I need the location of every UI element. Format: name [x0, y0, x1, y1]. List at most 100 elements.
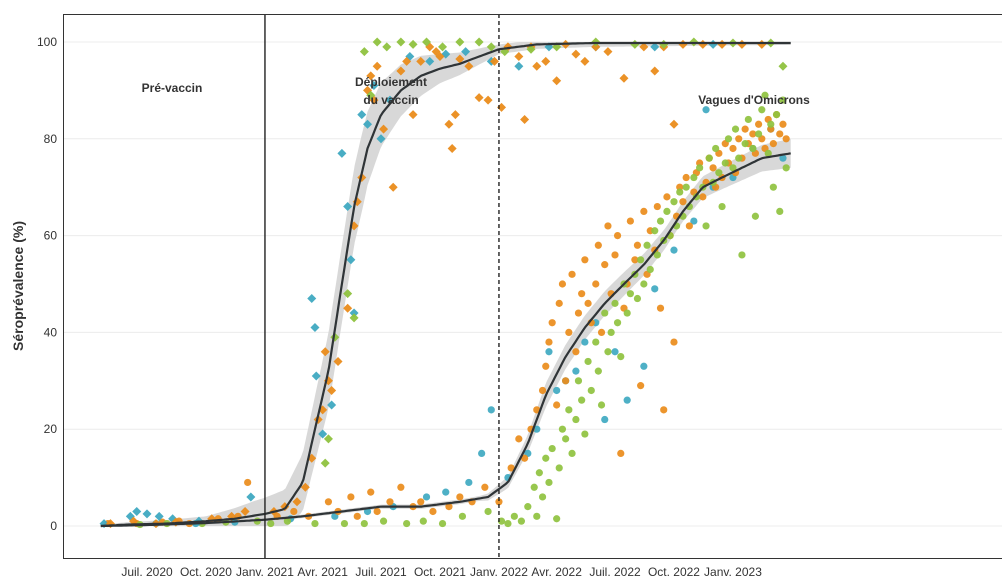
- infection-point-orange: [386, 498, 394, 506]
- infection-point-green: [555, 464, 563, 472]
- infection-point-orange: [604, 222, 612, 230]
- infection-point-orange: [578, 290, 586, 298]
- x-tick-label: Juil. 2022: [589, 565, 641, 578]
- infection-point-teal: [623, 396, 631, 404]
- infection-point-teal: [553, 386, 561, 395]
- infection-point-orange: [584, 299, 592, 307]
- infection-point-orange: [562, 377, 570, 385]
- infection-point-green: [724, 135, 733, 143]
- infection-point-green: [637, 256, 645, 264]
- vaccine-point-orange: [408, 110, 418, 120]
- infection-point-green: [558, 425, 567, 433]
- infection-point-orange: [538, 386, 547, 395]
- phase-dividers: [264, 14, 500, 558]
- infection-point-orange: [495, 498, 503, 506]
- vaccine-point-orange: [388, 182, 398, 192]
- infection-point-orange: [456, 493, 464, 501]
- infection-point-green: [749, 144, 757, 153]
- infection-point-green: [578, 396, 586, 404]
- infection-point-green: [592, 338, 600, 346]
- infection-point-teal: [779, 154, 787, 162]
- vaccine-point-teal: [132, 506, 142, 516]
- x-tick-label: Juil. 2021: [355, 565, 407, 578]
- infection-point-teal: [545, 348, 553, 356]
- phase-label: Pré-vaccin: [142, 81, 203, 95]
- vaccine-point-orange: [447, 143, 457, 153]
- infection-point-orange: [741, 125, 749, 133]
- y-tick-label: 60: [44, 229, 58, 243]
- y-tick-label: 80: [44, 132, 58, 146]
- infection-point-orange: [597, 328, 606, 336]
- infection-point-orange: [670, 338, 678, 346]
- vaccine-point-orange: [489, 56, 499, 66]
- infection-point-teal: [611, 348, 619, 356]
- vaccine-point-orange: [717, 39, 727, 49]
- grid-lines: [63, 41, 1002, 527]
- infection-point-green: [735, 154, 743, 162]
- infection-point-green: [538, 493, 547, 501]
- infection-point-orange: [481, 483, 489, 491]
- y-tick-label: 100: [37, 35, 57, 49]
- infection-point-green: [751, 212, 760, 220]
- infection-point-green: [738, 251, 746, 259]
- vaccine-point-orange: [698, 39, 708, 49]
- vaccine-point-teal: [346, 255, 356, 265]
- infection-point-green: [403, 519, 411, 528]
- infection-point-green: [545, 478, 553, 487]
- infection-point-green: [484, 507, 492, 516]
- infection-point-green: [764, 149, 772, 157]
- infection-point-teal: [702, 106, 710, 114]
- infection-point-green: [651, 227, 659, 235]
- infection-point-green: [584, 357, 592, 366]
- infection-point-orange: [572, 348, 580, 356]
- infection-point-green: [776, 207, 784, 215]
- plot-frame: [63, 14, 1002, 559]
- infection-point-orange: [545, 338, 553, 346]
- infection-point-green: [721, 159, 729, 167]
- x-tick-label: Juil. 2020: [121, 565, 173, 578]
- infection-point-teal: [651, 285, 659, 293]
- infection-point-green: [663, 207, 671, 215]
- vaccine-point-orange: [366, 71, 376, 81]
- vaccine-point-orange: [474, 93, 484, 103]
- infection-point-orange: [507, 464, 515, 472]
- infection-point-orange: [611, 251, 619, 259]
- infection-point-green: [696, 164, 704, 172]
- infection-point-orange: [631, 256, 639, 264]
- infection-point-orange: [782, 135, 790, 143]
- infection-point-green: [731, 125, 740, 133]
- infection-point-green: [267, 519, 275, 528]
- infection-point-green: [458, 512, 467, 520]
- vaccine-point-teal: [461, 47, 471, 57]
- infection-point-orange: [397, 483, 405, 491]
- vaccine-point-green: [359, 47, 369, 57]
- vaccine-point-orange: [737, 39, 747, 49]
- infection-point-green: [517, 517, 526, 525]
- infection-point-teal: [422, 493, 431, 501]
- infection-point-green: [623, 309, 631, 317]
- vaccine-point-orange: [455, 54, 465, 64]
- vaccine-point-orange: [591, 42, 601, 52]
- vaccine-point-teal: [310, 323, 320, 333]
- infection-point-green: [530, 483, 538, 491]
- infection-point-orange: [653, 202, 661, 211]
- infection-point-teal: [487, 406, 495, 414]
- infection-point-orange: [548, 319, 556, 327]
- vaccine-point-green: [408, 39, 418, 49]
- x-tick-label: Avr. 2021: [297, 565, 348, 578]
- x-tick-label: Janv. 2023: [704, 565, 762, 578]
- infection-point-green: [761, 91, 769, 99]
- infection-point-green: [572, 415, 580, 424]
- phase-label: du vaccin: [363, 93, 418, 107]
- infection-point-green: [504, 519, 512, 528]
- infection-point-green: [360, 519, 368, 528]
- infection-point-green: [646, 265, 654, 274]
- infection-point-green: [379, 517, 388, 525]
- infection-point-orange: [592, 280, 600, 288]
- vaccine-point-teal: [514, 61, 524, 71]
- vaccine-point-orange: [619, 73, 629, 83]
- vaccine-point-teal: [369, 81, 379, 91]
- vaccine-trend-line: [100, 41, 791, 528]
- infection-point-teal: [640, 362, 648, 370]
